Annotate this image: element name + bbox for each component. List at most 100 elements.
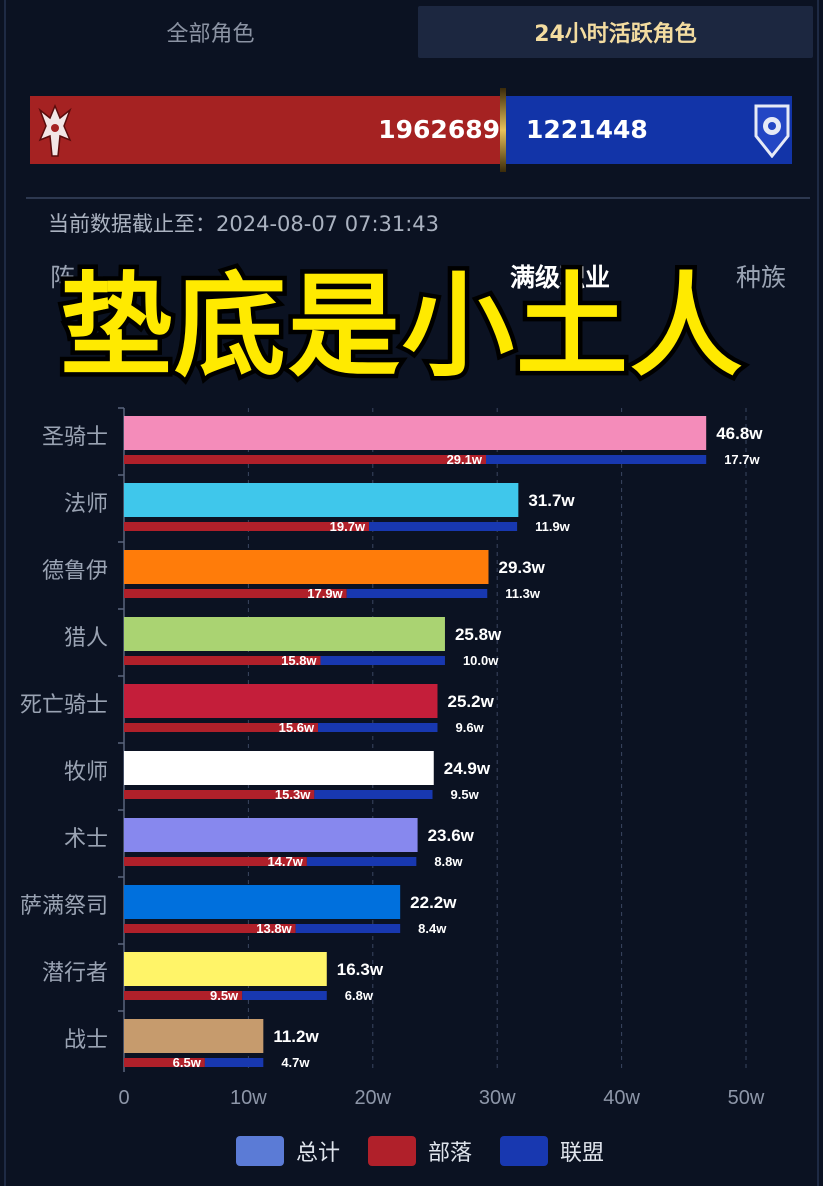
alliance-value-label: 4.7w [281,1055,310,1070]
alliance-value-label: 11.3w [505,586,541,601]
total-value-label: 11.2w [273,1027,319,1046]
horde-bar [124,1058,205,1067]
tab-race[interactable]: 种族 [736,263,787,292]
horde-total: 1962689 [378,115,500,144]
category-label: 死亡骑士 [20,693,108,718]
data-timestamp: 当前数据截止至：2024-08-07 07:31:43 [48,212,440,236]
alliance-bar [204,1058,264,1067]
total-bar [124,550,489,584]
horde-value-label: 15.8w [281,653,317,668]
horde-bar [124,589,347,598]
alliance-value-label: 8.8w [434,854,463,869]
alliance-bar [242,991,327,1000]
total-bar [124,483,519,517]
horde-bar [124,991,243,1000]
total-value-label: 31.7w [528,491,575,510]
alliance-value-label: 17.7w [724,452,760,467]
role-tabs: 全部角色 24小时活跃角色 [8,6,813,58]
category-label: 圣骑士 [42,425,108,450]
horde-bar [124,522,370,531]
horde-bar [30,96,502,164]
legend-swatch [500,1136,549,1166]
horde-bar [124,857,307,866]
category-label: 术士 [64,827,108,852]
horde-crest-icon [38,104,72,157]
legend-label: 联盟 [560,1141,605,1166]
total-bar [124,617,445,651]
total-bar [124,885,401,919]
category-label: 萨满祭司 [20,894,108,919]
x-tick-label: 40w [603,1087,640,1109]
legend-swatch [236,1136,284,1166]
horde-bar [124,723,319,732]
horde-value-label: 15.6w [279,720,315,735]
alliance-bar [346,589,488,598]
total-value-label: 16.3w [337,960,384,979]
alliance-total: 1221448 [526,115,648,144]
alliance-value-label: 10.0w [463,653,499,668]
tab-all-characters[interactable]: 全部角色 [166,22,255,47]
alliance-value-label: 9.5w [451,787,480,802]
horde-value-label: 6.5w [173,1055,202,1070]
overlay-banner-text: 垫底是小土人 [56,258,747,397]
total-value-label: 29.3w [498,558,545,577]
total-value-label: 25.2w [447,692,494,711]
category-label: 德鲁伊 [42,559,108,584]
total-value-label: 25.8w [455,625,502,644]
category-tabs: 阵 满级职业 种族 [0,258,823,308]
horde-bar [124,924,296,933]
legend-item[interactable]: 总计 [236,1133,340,1169]
total-value-label: 46.8w [716,424,763,443]
horde-bar [124,656,321,665]
legend-item[interactable]: 部落 [368,1133,472,1169]
total-bar [124,751,434,785]
alliance-bar [486,455,707,464]
x-tick-label: 20w [354,1087,391,1109]
horde-value-label: 29.1w [447,452,483,467]
total-bar [124,952,327,986]
tab-faction[interactable]: 阵 [50,263,76,292]
total-value-label: 24.9w [444,759,491,778]
alliance-bar [504,96,792,164]
horde-value-label: 9.5w [210,988,239,1003]
horde-bar [124,455,487,464]
alliance-bar [314,790,433,799]
alliance-value-label: 9.6w [455,720,484,735]
total-bar [124,684,438,718]
legend-swatch [368,1136,417,1166]
class-population-chart: 0 10w 20w 30w 40w 50w 圣骑士 46.8w 29.1w 17.7w 法师 31.7… [20,407,765,1109]
category-label: 牧师 [64,760,108,785]
total-bar [124,1019,264,1053]
left-frame-line [4,0,6,1186]
horde-value-label: 14.7w [267,854,303,869]
legend-item[interactable]: 联盟 [500,1133,604,1169]
category-label: 猎人 [64,626,108,651]
section-divider [26,197,810,199]
x-tick-label: 30w [479,1087,516,1109]
category-label: 法师 [64,492,108,517]
total-bar [124,818,418,852]
x-tick-label: 10w [230,1087,267,1109]
alliance-value-label: 6.8w [345,988,374,1003]
tab-24h-active-characters[interactable]: 24小时活跃角色 [418,6,813,58]
faction-comparison-bar: 1962689 1221448 [30,88,792,172]
alliance-value-label: 8.4w [418,921,447,936]
total-value-label: 23.6w [428,826,475,845]
faction-divider [500,88,506,172]
x-tick-label: 50w [728,1087,765,1109]
alliance-bar [295,924,401,933]
alliance-value-label: 11.9w [535,519,571,534]
tab-max-level-class[interactable]: 满级职业 [510,263,611,292]
chart-legend: 总计 部落 联盟 [236,1133,604,1169]
category-label: 潜行者 [42,961,108,986]
horde-bar [124,790,315,799]
horde-value-label: 15.3w [275,787,311,802]
legend-label: 部落 [428,1141,473,1166]
legend-label: 总计 [296,1141,341,1166]
total-value-label: 22.2w [410,893,457,912]
alliance-bar [306,857,417,866]
horde-value-label: 19.7w [330,519,366,534]
total-bar [124,416,707,450]
alliance-bar [318,723,438,732]
horde-value-label: 13.8w [256,921,292,936]
